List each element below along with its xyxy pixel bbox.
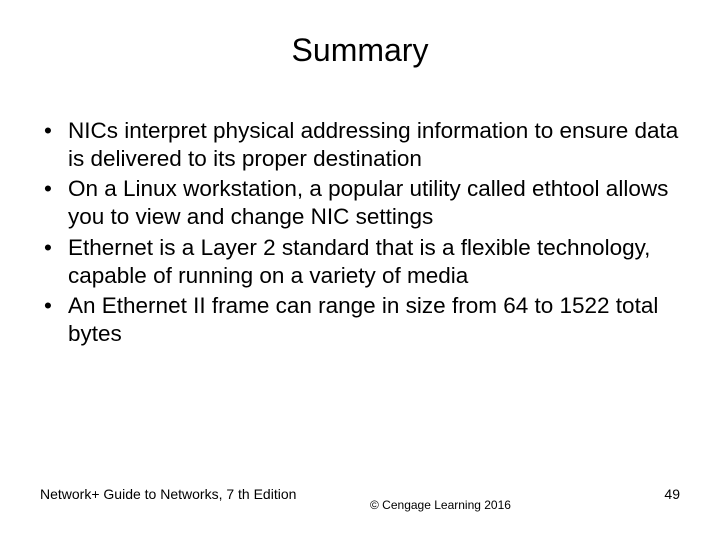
- slide: Summary • NICs interpret physical addres…: [0, 0, 720, 540]
- list-item: • Ethernet is a Layer 2 standard that is…: [40, 234, 680, 290]
- bullet-text: NICs interpret physical addressing infor…: [68, 117, 680, 173]
- bullet-icon: •: [40, 292, 68, 348]
- list-item: • An Ethernet II frame can range in size…: [40, 292, 680, 348]
- list-item: • NICs interpret physical addressing inf…: [40, 117, 680, 173]
- footer-left-text: Network+ Guide to Networks, 7 th Edition: [40, 486, 296, 502]
- bullet-icon: •: [40, 234, 68, 290]
- bullet-list: • NICs interpret physical addressing inf…: [40, 117, 680, 348]
- bullet-text: An Ethernet II frame can range in size f…: [68, 292, 680, 348]
- bullet-text: Ethernet is a Layer 2 standard that is a…: [68, 234, 680, 290]
- page-number: 49: [664, 486, 680, 502]
- slide-title: Summary: [40, 32, 680, 69]
- list-item: • On a Linux workstation, a popular util…: [40, 175, 680, 231]
- footer-center-text: © Cengage Learning 2016: [370, 498, 511, 512]
- bullet-text: On a Linux workstation, a popular utilit…: [68, 175, 680, 231]
- bullet-icon: •: [40, 117, 68, 173]
- bullet-icon: •: [40, 175, 68, 231]
